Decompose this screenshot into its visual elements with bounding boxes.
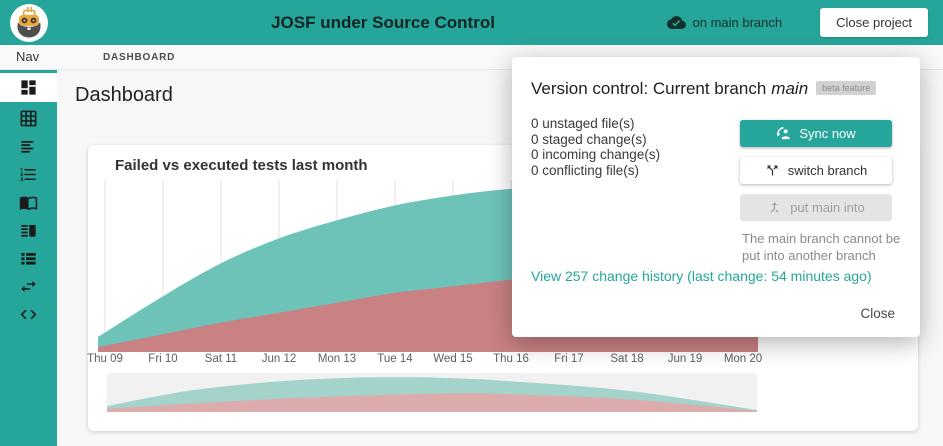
merge-icon xyxy=(770,202,779,213)
put-main-into-label: put main into xyxy=(790,200,865,215)
numbered-list-icon xyxy=(20,167,36,181)
sidebar-item-split-view[interactable] xyxy=(0,216,57,244)
put-note: The main branch cannot be put into anoth… xyxy=(742,231,901,263)
chart-title: Failed vs executed tests last month xyxy=(115,157,368,174)
swap-arrows-icon xyxy=(21,280,36,292)
switch-branch-label: switch branch xyxy=(787,163,868,178)
close-project-button[interactable]: Close project xyxy=(820,8,928,37)
code-icon xyxy=(20,309,37,319)
breadcrumb: DASHBOARD xyxy=(103,52,176,63)
list-boxes-icon xyxy=(21,252,36,264)
sidebar xyxy=(0,70,57,446)
x-axis-tick-label: Fri 10 xyxy=(148,353,178,365)
popup-title-prefix: Version control: Current branch xyxy=(531,79,767,98)
x-axis-tick-label: Thu 16 xyxy=(493,353,529,365)
vc-stats-list: 0 unstaged file(s) 0 staged change(s) 0 in… xyxy=(531,116,660,178)
branch-status-label: on main branch xyxy=(692,15,783,30)
x-axis-tick-label: Jun 12 xyxy=(261,353,297,365)
sidebar-item-table[interactable] xyxy=(0,104,57,132)
vc-buttons: Sync now switch branch put main into xyxy=(740,120,892,231)
dashboard-grid-icon xyxy=(21,80,36,95)
x-axis-tick-label: Sat 11 xyxy=(204,353,238,365)
app-header: JOSF under Source Control on main branch… xyxy=(0,0,943,45)
x-axis-labels: Thu 09 Fri 10 Sat 11 Jun 12 Mon 13 Tue 14 Wed … xyxy=(87,353,778,369)
book-icon xyxy=(19,196,38,210)
page-title: Dashboard xyxy=(75,84,173,106)
chart-navigator[interactable] xyxy=(107,373,757,412)
josf-robot-logo xyxy=(10,4,48,42)
x-axis-tick-label: Sat 18 xyxy=(610,353,644,365)
x-axis-tick-label: Mon 20 xyxy=(723,353,763,365)
x-axis-tick-label: Mon 13 xyxy=(317,353,357,365)
vc-stat-line: 0 incoming change(s) xyxy=(531,147,661,162)
put-main-into-button[interactable]: put main into xyxy=(740,194,892,221)
switch-branch-button[interactable]: switch branch xyxy=(740,157,892,184)
split-view-icon xyxy=(21,224,36,237)
popup-title: Version control: Current branch main beta … xyxy=(531,79,877,99)
sidebar-item-numbered-list[interactable] xyxy=(0,160,57,188)
x-axis-tick-label: Wed 15 xyxy=(433,353,473,365)
sidebar-item-book[interactable] xyxy=(0,188,57,216)
sidebar-item-text-lines[interactable] xyxy=(0,132,57,160)
beta-feature-badge: beta feature xyxy=(816,81,877,95)
x-axis-tick-label: Thu 09 xyxy=(87,353,123,365)
branch-status[interactable]: on main branch xyxy=(666,13,783,32)
popup-close-button[interactable]: Close xyxy=(860,306,895,321)
sync-now-button[interactable]: Sync now xyxy=(740,120,892,147)
sidebar-item-list-boxes[interactable] xyxy=(0,244,57,272)
x-axis-tick-label: Tue 14 xyxy=(377,353,413,365)
sidebar-item-transfers[interactable] xyxy=(0,272,57,300)
vc-stat-line: 0 staged change(s) xyxy=(531,131,647,147)
vc-stat-line: 0 conflicting file(s) xyxy=(531,162,640,178)
cloud-done-icon xyxy=(666,16,686,29)
nav-label: Nav xyxy=(16,49,40,64)
sync-person-icon xyxy=(777,127,790,140)
sync-now-label: Sync now xyxy=(799,126,856,141)
text-lines-icon xyxy=(21,140,34,153)
change-history-link[interactable]: View 257 change history (last change: 54… xyxy=(531,268,872,284)
version-control-popup: Version control: Current branch main beta … xyxy=(512,57,920,337)
x-axis-tick-label: Fri 17 xyxy=(554,353,584,365)
vc-stat-line: 0 unstaged file(s) xyxy=(531,116,635,131)
branch-split-icon xyxy=(767,165,778,176)
app-title: JOSF under Source Control xyxy=(271,13,495,32)
sidebar-item-code[interactable] xyxy=(0,300,57,328)
x-axis-tick-label: Jun 19 xyxy=(667,353,703,365)
current-branch-name: main xyxy=(771,79,809,98)
table-grid-icon xyxy=(20,110,37,126)
sidebar-item-dashboard[interactable] xyxy=(0,73,57,102)
